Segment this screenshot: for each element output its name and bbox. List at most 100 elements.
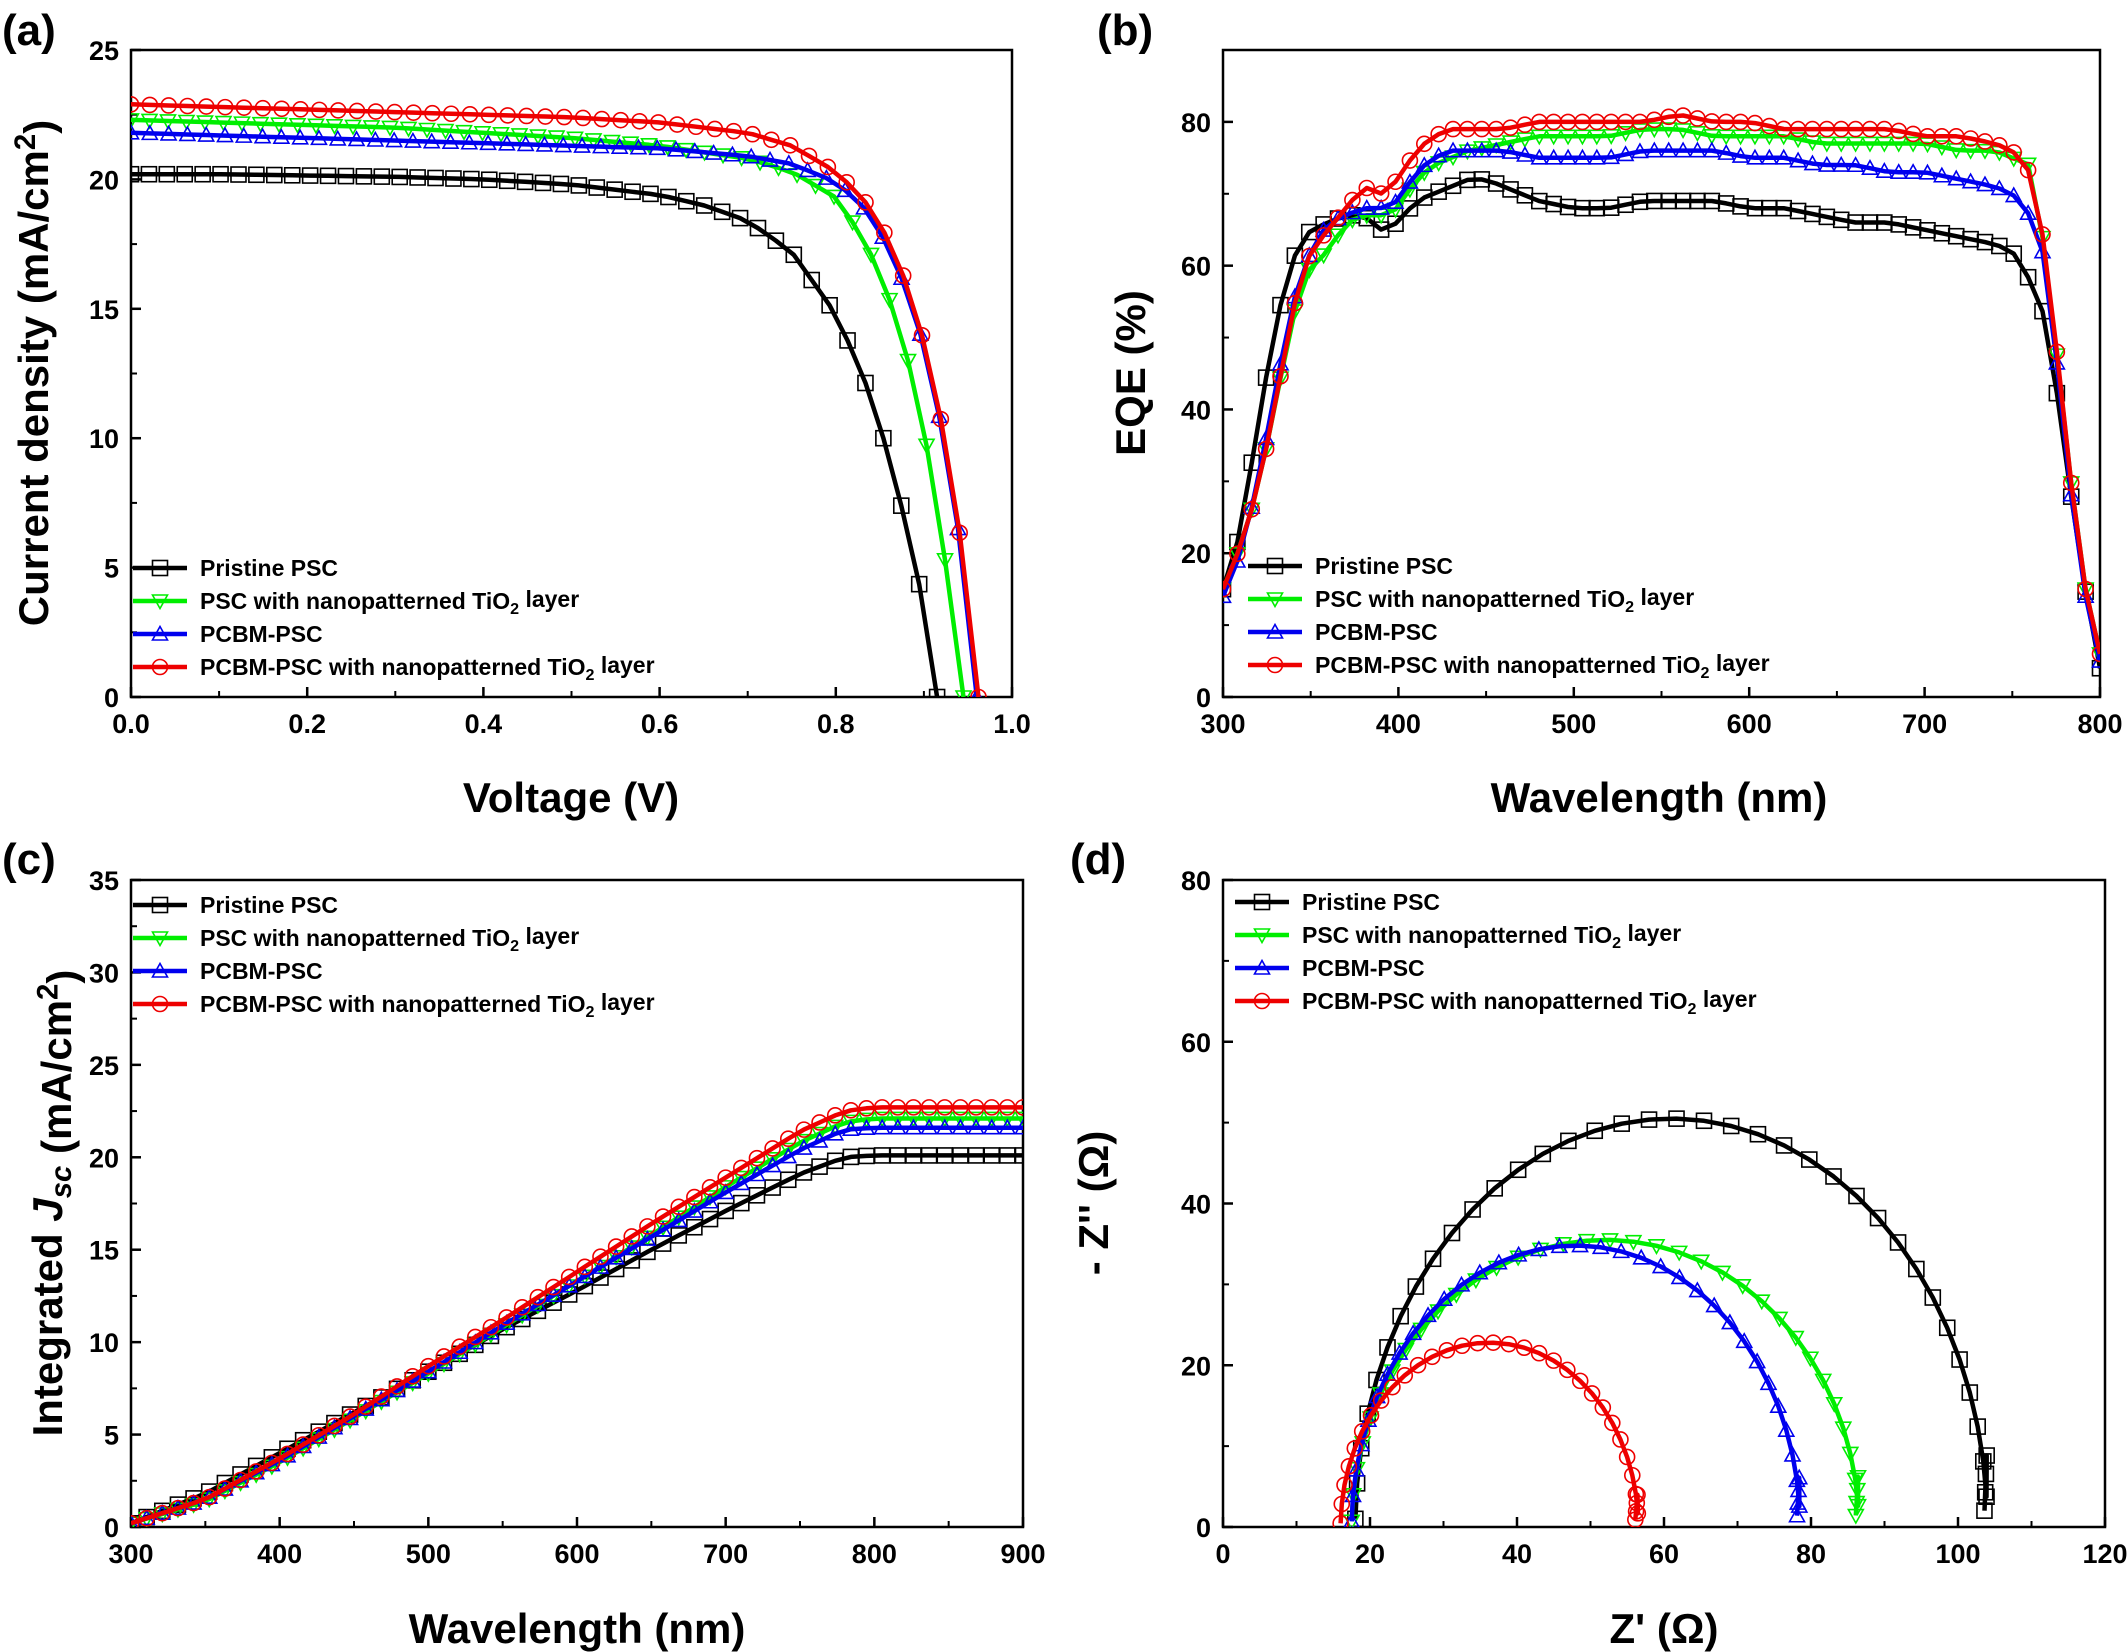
data-point xyxy=(998,1111,1017,1128)
data-point xyxy=(1938,1319,1956,1337)
data-point xyxy=(1991,137,2008,154)
data-point xyxy=(574,109,592,127)
data-point xyxy=(1846,156,1865,173)
data-point xyxy=(1817,155,1836,172)
data-point xyxy=(138,1509,155,1527)
data-point xyxy=(1379,1339,1396,1356)
data-point xyxy=(1731,146,1750,163)
data-point xyxy=(1848,1187,1865,1205)
data-point xyxy=(455,124,473,141)
data-point xyxy=(1770,1311,1789,1328)
data-point xyxy=(1601,1233,1619,1250)
data-point xyxy=(1587,148,1606,165)
legend-marker xyxy=(1253,893,1271,911)
data-point xyxy=(2091,647,2100,664)
data-point xyxy=(537,108,554,125)
x-axis-label: Wavelength (nm) xyxy=(409,1605,746,1652)
data-point xyxy=(744,125,761,143)
data-point xyxy=(1490,1253,1508,1270)
y-axis-label: Current density (mA/cm2) xyxy=(9,120,63,626)
data-point xyxy=(1647,1239,1666,1255)
data-point xyxy=(1336,1476,1353,1494)
y-tick-label: 0 xyxy=(1196,1513,1211,1543)
legend: Pristine PSC PSC with nanopatterned TiO2 … xyxy=(1248,553,1770,682)
data-point xyxy=(1976,143,1994,160)
data-point xyxy=(763,131,780,149)
data-point xyxy=(1472,141,1491,158)
data-point xyxy=(1243,500,1261,518)
series-line xyxy=(131,102,981,697)
data-point xyxy=(1587,129,1606,146)
data-point xyxy=(1612,1431,1629,1448)
data-point xyxy=(1613,1115,1631,1132)
legend-entry: Pristine PSC xyxy=(1248,553,1453,579)
data-point xyxy=(591,1257,610,1274)
series-line xyxy=(1349,1237,1861,1522)
data-point xyxy=(560,1268,578,1286)
data-point xyxy=(424,104,441,122)
data-point xyxy=(373,168,391,185)
data-point xyxy=(704,143,723,160)
data-point xyxy=(337,167,355,185)
data-point xyxy=(1861,159,1879,176)
x-tick-label: 0.6 xyxy=(641,709,679,739)
data-point xyxy=(1695,1112,1713,1130)
data-point xyxy=(388,1378,406,1395)
data-point xyxy=(391,168,409,186)
data-point xyxy=(1407,1278,1425,1295)
data-point xyxy=(319,167,337,185)
legend-marker xyxy=(151,896,169,914)
legend-label: PCBM-PSC xyxy=(200,621,323,647)
data-point xyxy=(1817,136,1836,153)
data-point xyxy=(404,131,422,148)
data-point xyxy=(648,139,667,156)
data-point xyxy=(606,181,623,198)
data-point xyxy=(1346,1440,1364,1457)
legend-marker xyxy=(151,995,169,1013)
data-point xyxy=(592,1269,609,1286)
x-axis-label: Z' (Ω) xyxy=(1610,1605,1719,1652)
data-point xyxy=(1353,1423,1371,1440)
y-tick-label: 0 xyxy=(104,683,119,713)
x-tick-label: 300 xyxy=(1200,709,1245,739)
data-point xyxy=(998,1118,1017,1135)
data-point xyxy=(140,113,159,130)
data-point xyxy=(498,1309,515,1326)
data-point xyxy=(1846,1508,1865,1525)
data-point xyxy=(1616,126,1635,142)
y-tick-label: 5 xyxy=(104,1421,119,1451)
data-point xyxy=(1674,141,1692,158)
data-point xyxy=(1668,1110,1685,1127)
data-point xyxy=(1314,248,1333,265)
data-point xyxy=(748,1149,766,1167)
data-point xyxy=(1721,1313,1739,1330)
data-point xyxy=(1347,1460,1366,1477)
data-point xyxy=(723,145,742,162)
data-point xyxy=(1670,1268,1689,1285)
data-point xyxy=(654,1220,672,1237)
data-point xyxy=(479,134,497,151)
data-point xyxy=(811,1114,828,1131)
y-tick-label: 25 xyxy=(89,36,119,66)
data-point xyxy=(1329,228,1347,245)
data-point xyxy=(873,1118,892,1135)
data-point xyxy=(1444,141,1462,158)
data-point xyxy=(795,1121,813,1138)
data-point xyxy=(695,197,713,214)
y-tick-label: 35 xyxy=(89,866,119,896)
data-point xyxy=(1387,173,1404,191)
data-point xyxy=(2048,384,2066,402)
data-point xyxy=(685,142,704,159)
data-point xyxy=(875,429,892,447)
data-point xyxy=(1932,166,1951,183)
data-point xyxy=(1560,1132,1577,1150)
data-point xyxy=(2019,161,2037,179)
legend-label: PSC with nanopatterned TiO2 layer xyxy=(1302,920,1681,952)
data-point xyxy=(499,107,516,124)
data-point xyxy=(1404,1324,1422,1341)
data-point xyxy=(1731,129,1750,146)
x-tick-label: 600 xyxy=(1727,709,1772,739)
y-tick-label: 15 xyxy=(89,295,119,325)
data-point xyxy=(629,138,648,155)
data-point xyxy=(235,99,253,116)
